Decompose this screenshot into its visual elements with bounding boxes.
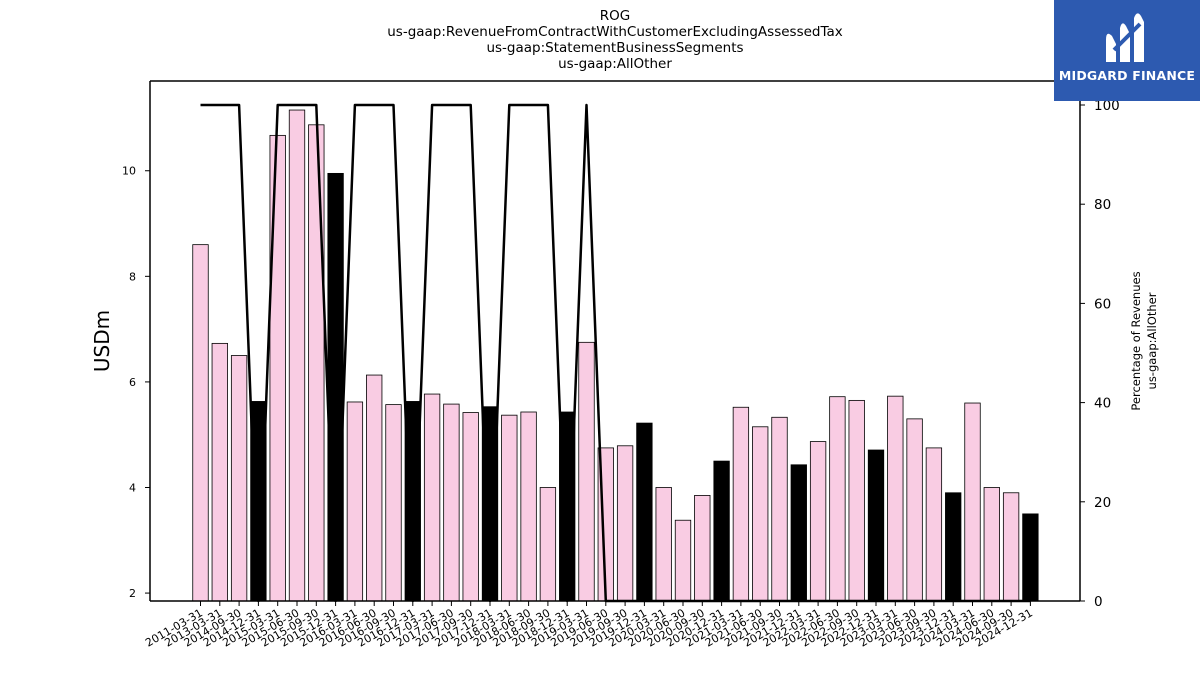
bar-2022-06-30 — [829, 396, 846, 602]
bar-2017-09-30 — [462, 412, 479, 602]
bar-2023-09-30 — [925, 447, 943, 602]
bar-2020-03-31 — [655, 487, 672, 602]
percentage-line-group — [200, 103, 1031, 603]
bar-2014-09-30 — [230, 355, 248, 602]
midgard-finance-logo: MIDGARD FINANCE — [1054, 0, 1200, 101]
bar-2024-03-31 — [964, 402, 981, 602]
y-ticks: 2 4 6 8 10 — [122, 165, 150, 600]
y-tick-label: 10 — [122, 165, 136, 178]
chart-title: ROGus-gaap:RevenueFromContractWithCustom… — [387, 8, 843, 72]
title-line-2: us-gaap:RevenueFromContractWithCustomerE… — [387, 24, 843, 40]
y2-tick-label: 40 — [1094, 396, 1111, 412]
x-ticks: 2011-03-312013-03-312014-09-302014-12-31… — [143, 601, 1035, 650]
bar-2023-03-31 — [887, 395, 904, 602]
y-axis-label: USDm — [90, 310, 114, 372]
bar-2024-09-30 — [1002, 492, 1020, 602]
y2-tick-label: 100 — [1094, 98, 1120, 114]
bar-2021-06-30 — [752, 426, 769, 602]
y2-tick-label: 0 — [1094, 594, 1103, 610]
bar-2019-09-30 — [616, 445, 634, 602]
percentage-line — [200, 103, 1031, 603]
bar-2013-03-31 — [211, 342, 228, 602]
bar-2015-09-30 — [308, 124, 325, 602]
y-tick-label: 4 — [129, 481, 136, 494]
bar-2023-12-31 — [945, 492, 962, 602]
y2-axis-label-line-2: us-gaap:AllOther — [1145, 292, 1159, 389]
midgard-logo-icon — [1106, 13, 1144, 62]
y-tick-label: 2 — [129, 587, 136, 600]
bar-2024-12-31 — [1022, 513, 1039, 602]
y2-ticks: 0 20 40 60 80 100 — [1080, 98, 1120, 610]
y2-axis-label-line-1: Percentage of Revenues — [1129, 271, 1143, 410]
logo-text: MIDGARD FINANCE — [1058, 68, 1196, 83]
bar-2018-09-30 — [539, 487, 557, 602]
title-line-1: ROG — [600, 8, 630, 24]
bar-2022-12-31 — [867, 449, 885, 602]
y2-tick-label: 20 — [1094, 495, 1111, 511]
bar-2018-06-30 — [520, 411, 537, 602]
bar-2021-03-31 — [732, 406, 750, 602]
bar-2019-03-31 — [578, 341, 595, 602]
bar-2016-09-30 — [385, 404, 402, 602]
bar-2015-06-30 — [288, 109, 306, 602]
bar-2015-03-31 — [269, 134, 286, 602]
bar-2020-06-30 — [674, 519, 692, 602]
bar-2019-12-31 — [636, 422, 653, 602]
bar-2016-06-30 — [366, 374, 383, 602]
bar-2024-06-30 — [983, 487, 1000, 602]
y-tick-label: 6 — [129, 376, 136, 389]
axis-labels: USDm Percentage of Revenues us-gaap:AllOth… — [90, 271, 1159, 410]
bar-2022-09-30 — [848, 399, 865, 602]
bar-2023-06-30 — [906, 418, 923, 602]
y2-tick-label: 80 — [1094, 197, 1111, 213]
bar-2017-03-31 — [423, 393, 441, 602]
title-line-3: us-gaap:StatementBusinessSegments — [486, 40, 743, 56]
bar-2011-03-31 — [192, 244, 209, 602]
y-tick-label: 8 — [129, 270, 136, 283]
axes — [149, 80, 1081, 602]
title-line-4: us-gaap:AllOther — [558, 56, 672, 72]
bar-2015-12-31 — [327, 172, 344, 602]
bar-2016-03-31 — [346, 401, 364, 602]
bar-2022-03-31 — [809, 441, 827, 602]
bar-2021-12-31 — [790, 464, 807, 602]
y2-tick-label: 60 — [1094, 296, 1111, 312]
bar-2018-03-31 — [501, 414, 518, 602]
bar-2020-12-31 — [713, 460, 730, 602]
bar-2020-09-30 — [694, 495, 711, 602]
bar-2021-09-30 — [771, 416, 788, 602]
bar-2017-06-30 — [443, 403, 460, 602]
